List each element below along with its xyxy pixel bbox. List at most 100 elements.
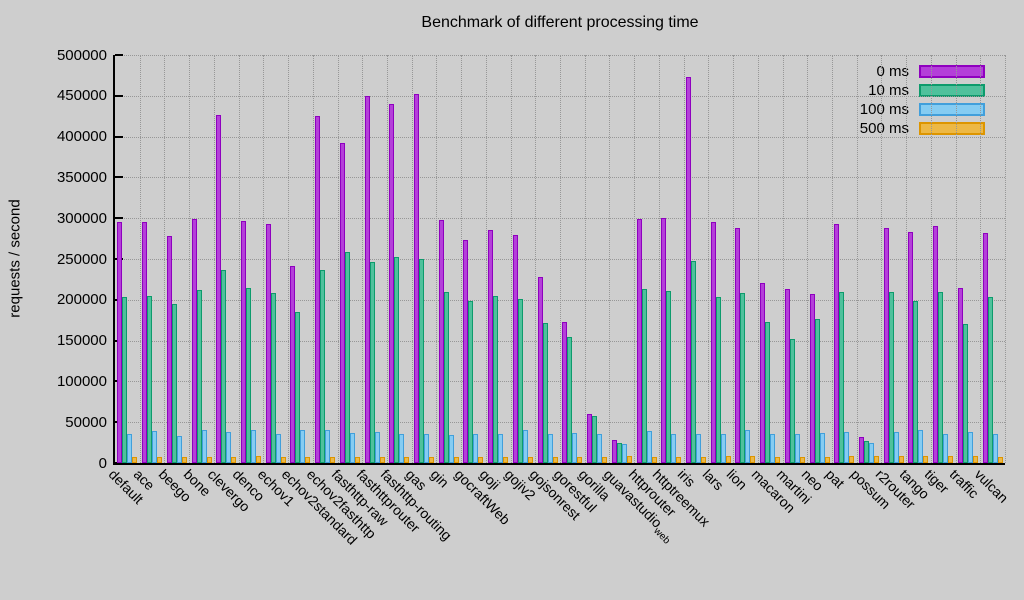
y-tick-label: 300000: [56, 209, 107, 227]
bar: [280, 457, 286, 463]
x-tick-label: gin: [427, 466, 452, 491]
bar: [132, 457, 138, 463]
bar: [898, 456, 904, 463]
bar: [967, 432, 973, 463]
bar: [690, 261, 696, 463]
bar: [488, 229, 494, 463]
bar: [166, 236, 172, 463]
bar: [874, 456, 880, 463]
legend-row: 500 ms: [860, 119, 985, 138]
bar: [255, 456, 261, 463]
x-tick-label: lion: [724, 466, 751, 493]
x-tick-label-text: pat: [822, 466, 849, 492]
y-axis-line: [113, 55, 115, 465]
bar: [270, 293, 276, 463]
gridline-vertical: [584, 55, 586, 463]
bar: [651, 456, 657, 463]
bar: [735, 228, 741, 463]
bar: [542, 322, 548, 463]
bar: [666, 290, 672, 463]
bar: [982, 232, 988, 463]
bar: [290, 265, 296, 463]
y-tick-mark: [115, 135, 123, 138]
bar: [117, 222, 123, 463]
gridline-vertical: [881, 55, 883, 463]
bar: [369, 262, 375, 463]
bar: [265, 223, 271, 463]
gridline-vertical: [955, 55, 957, 463]
bar: [577, 457, 583, 463]
gridline-vertical: [436, 55, 438, 463]
bar: [957, 287, 963, 463]
bar: [864, 440, 870, 463]
bar: [206, 456, 212, 463]
bar: [364, 95, 370, 463]
bar: [913, 300, 919, 463]
bar: [824, 457, 830, 463]
legend-swatch: [919, 65, 985, 78]
bar: [621, 444, 627, 463]
bar: [844, 432, 850, 463]
bar: [176, 436, 182, 463]
bar: [987, 296, 993, 463]
gridline-vertical: [807, 55, 809, 463]
y-tick-label: 500000: [56, 46, 107, 64]
bar: [626, 456, 632, 463]
bar: [339, 143, 345, 463]
gridline-vertical: [906, 55, 908, 463]
bar: [320, 270, 326, 463]
bar: [948, 456, 954, 463]
gridline-vertical: [831, 55, 833, 463]
y-tick-mark: [115, 217, 123, 220]
bar: [374, 432, 380, 463]
bar: [201, 430, 207, 463]
bar: [641, 289, 647, 463]
bar: [784, 289, 790, 463]
gridline-vertical: [757, 55, 759, 463]
y-tick-mark: [115, 54, 123, 56]
bar: [750, 456, 756, 463]
bar: [453, 457, 459, 463]
bar: [498, 433, 504, 463]
gridline-vertical: [609, 55, 611, 463]
bar: [463, 240, 469, 463]
bar: [226, 432, 232, 463]
y-tick-mark: [115, 462, 123, 464]
legend-row: 10 ms: [860, 81, 985, 100]
x-tick-label: pat: [823, 466, 848, 491]
legend-label: 500 ms: [859, 120, 909, 137]
legend-swatch: [919, 122, 985, 135]
bar: [196, 290, 202, 463]
bar: [305, 456, 311, 463]
bar: [992, 433, 998, 463]
bar: [567, 337, 573, 463]
legend-label: 100 ms: [859, 101, 909, 118]
bar: [157, 456, 163, 463]
bar: [661, 218, 667, 463]
y-tick-label: 250000: [56, 250, 107, 268]
bar: [231, 457, 237, 463]
gridline-vertical: [733, 55, 735, 463]
bar: [760, 283, 766, 463]
gridline-vertical: [461, 55, 463, 463]
gridline-vertical: [312, 55, 314, 463]
bar: [676, 457, 682, 463]
bar: [399, 433, 405, 463]
y-tick-label: 400000: [56, 128, 107, 146]
bar: [587, 414, 593, 463]
y-tick-label: 0: [98, 454, 107, 472]
y-tick-mark: [115, 176, 123, 179]
bar: [695, 434, 701, 463]
legend-row: 0 ms: [860, 62, 985, 81]
bar: [765, 321, 771, 463]
x-tick-label-text: gin: [427, 466, 452, 491]
bar: [330, 456, 336, 463]
bar: [775, 457, 781, 463]
bar: [745, 430, 751, 463]
bar: [646, 431, 652, 463]
bar: [344, 252, 350, 463]
bar: [849, 456, 855, 463]
legend-row: 100 ms: [860, 100, 985, 119]
bar: [562, 321, 568, 463]
bar: [315, 116, 321, 463]
